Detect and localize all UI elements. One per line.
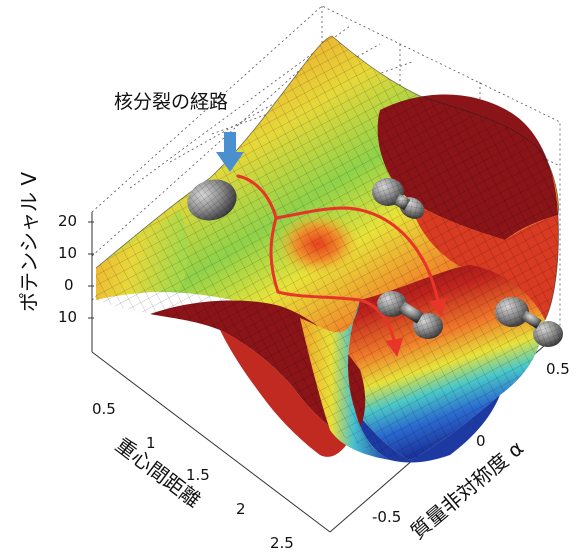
z-tick-label: 10 <box>58 308 77 326</box>
z-tick-label: 20 <box>58 212 77 230</box>
z-tick-label: 10 <box>58 244 77 262</box>
z-tick-label: 0 <box>64 276 74 294</box>
y-axis-ticks: 0.5 0 -0.5 <box>372 360 570 526</box>
z-axis-tick-marks <box>88 221 94 319</box>
x-axis-ticks: 0.5 1 1.5 2 2.5 <box>92 400 294 552</box>
z-axis-title: ポテンシャル V <box>17 172 41 312</box>
fission-path-annotation: 核分裂の経路 <box>114 91 228 113</box>
y-tick-label: 0.5 <box>546 360 570 378</box>
y-tick-label: -0.5 <box>372 508 401 526</box>
z-axis-ticks: 20 10 0 10 <box>58 212 77 326</box>
y-tick-label: 0 <box>476 432 486 450</box>
symmetric-scission-icon <box>377 291 443 339</box>
asymmetric-scission-icon <box>372 178 425 219</box>
x-tick-label: 0.5 <box>92 400 116 418</box>
x-tick-label: 1 <box>146 434 156 452</box>
compact-nucleus-icon <box>187 179 237 221</box>
fission-path <box>236 174 447 358</box>
arrow-icon <box>216 132 244 172</box>
x-tick-label: 2 <box>236 500 246 518</box>
x-tick-label: 2.5 <box>270 534 294 552</box>
x-tick-label: 1.5 <box>186 466 210 484</box>
separated-fragments-icon <box>495 297 563 347</box>
